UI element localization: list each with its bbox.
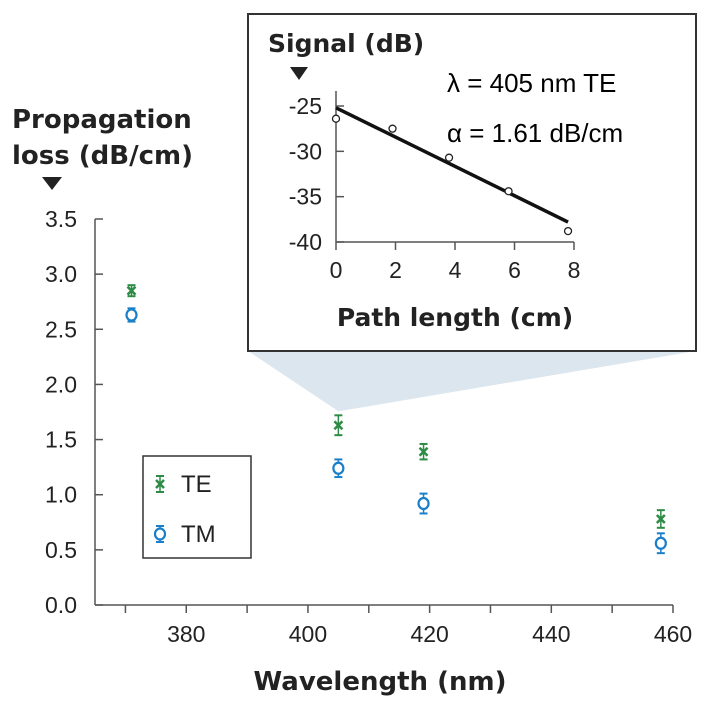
data-points bbox=[125, 284, 667, 555]
y-tick-label: 0.5 bbox=[45, 537, 77, 563]
inset-point bbox=[331, 114, 341, 123]
tm-point bbox=[654, 532, 667, 555]
main-plot: Propagation loss (dB/cm) 0.0 0.5 1.0 1.5 2.0… bbox=[12, 105, 692, 697]
inset-x-tick-label: 2 bbox=[389, 257, 402, 283]
inset-y-axis-title: Signal (dB) bbox=[268, 29, 424, 58]
y-tick-label: 2.0 bbox=[45, 371, 77, 397]
inset-y-ticks: -25 -30 -35 -40 bbox=[289, 93, 344, 255]
legend-label-te: TE bbox=[181, 471, 212, 498]
inset-point bbox=[504, 187, 513, 196]
x-axis-title: Wavelength (nm) bbox=[254, 667, 507, 697]
inset-point bbox=[388, 124, 397, 133]
legend-label-tm: TM bbox=[181, 521, 216, 548]
annotation-alpha: α = 1.61 dB/cm bbox=[447, 118, 623, 148]
inset-point bbox=[444, 153, 454, 162]
x-tick-label: 440 bbox=[532, 621, 570, 647]
x-tick-label: 380 bbox=[167, 621, 205, 647]
y-axis-title-line-1: Propagation bbox=[12, 105, 192, 135]
y-tick-label: 0.0 bbox=[45, 592, 77, 618]
annotation-wavelength: λ = 405 nm TE bbox=[447, 68, 616, 98]
y-tick-label: 1.0 bbox=[45, 482, 77, 508]
inset-x-tick-label: 4 bbox=[449, 257, 462, 283]
y-axis-arrow-icon bbox=[42, 177, 62, 190]
inset-data-points bbox=[331, 114, 573, 236]
y-tick-label: 3.0 bbox=[45, 261, 77, 287]
inset-frame bbox=[247, 13, 697, 352]
x-ticks: 380 400 420 440 460 bbox=[124, 605, 692, 647]
legend-tm-marker-icon bbox=[153, 525, 167, 543]
fit-line bbox=[335, 106, 569, 224]
inset-y-tick-label: -30 bbox=[289, 138, 322, 164]
x-tick-label: 460 bbox=[654, 621, 692, 647]
inset-point bbox=[563, 226, 573, 236]
inset-y-axis-arrow-icon bbox=[290, 67, 308, 80]
y-tick-label: 3.5 bbox=[45, 206, 77, 232]
inset-x-tick-label: 6 bbox=[508, 257, 521, 283]
tm-point bbox=[125, 307, 138, 323]
te-point bbox=[333, 414, 344, 437]
y-tick-label: 1.5 bbox=[45, 427, 77, 453]
tm-point bbox=[417, 492, 430, 515]
legend: TE TM bbox=[142, 455, 252, 559]
y-ticks: 0.0 0.5 1.0 1.5 2.0 2.5 3.0 3.5 bbox=[45, 206, 103, 618]
zoom-wedge bbox=[248, 351, 696, 412]
x-tick-label: 420 bbox=[410, 621, 448, 647]
te-point bbox=[655, 509, 666, 529]
inset-plot: Signal (dB) -25 -30 -35 -40 0 2 4 6 8 Path leng… bbox=[247, 13, 697, 352]
inset-x-axis-title: Path length (cm) bbox=[337, 303, 573, 332]
inset-y-tick-label: -25 bbox=[289, 93, 322, 119]
legend-te-marker-icon bbox=[155, 475, 165, 493]
te-point bbox=[126, 284, 137, 298]
inset-x-tick-label: 0 bbox=[330, 257, 343, 283]
inset-x-tick-label: 8 bbox=[568, 257, 581, 283]
inset-y-tick-label: -40 bbox=[289, 229, 322, 255]
x-tick-label: 400 bbox=[289, 621, 327, 647]
inset-x-ticks: 0 2 4 6 8 bbox=[330, 242, 581, 283]
y-tick-label: 2.5 bbox=[45, 316, 77, 342]
inset-y-tick-label: -35 bbox=[289, 184, 322, 210]
te-point bbox=[418, 442, 429, 461]
y-axis-title-line-2: loss (dB/cm) bbox=[12, 141, 193, 171]
tm-point bbox=[332, 458, 345, 479]
